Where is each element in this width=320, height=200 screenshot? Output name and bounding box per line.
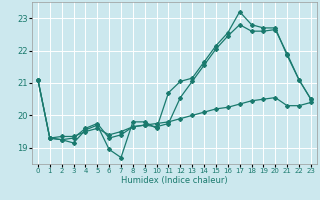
X-axis label: Humidex (Indice chaleur): Humidex (Indice chaleur) (121, 176, 228, 185)
